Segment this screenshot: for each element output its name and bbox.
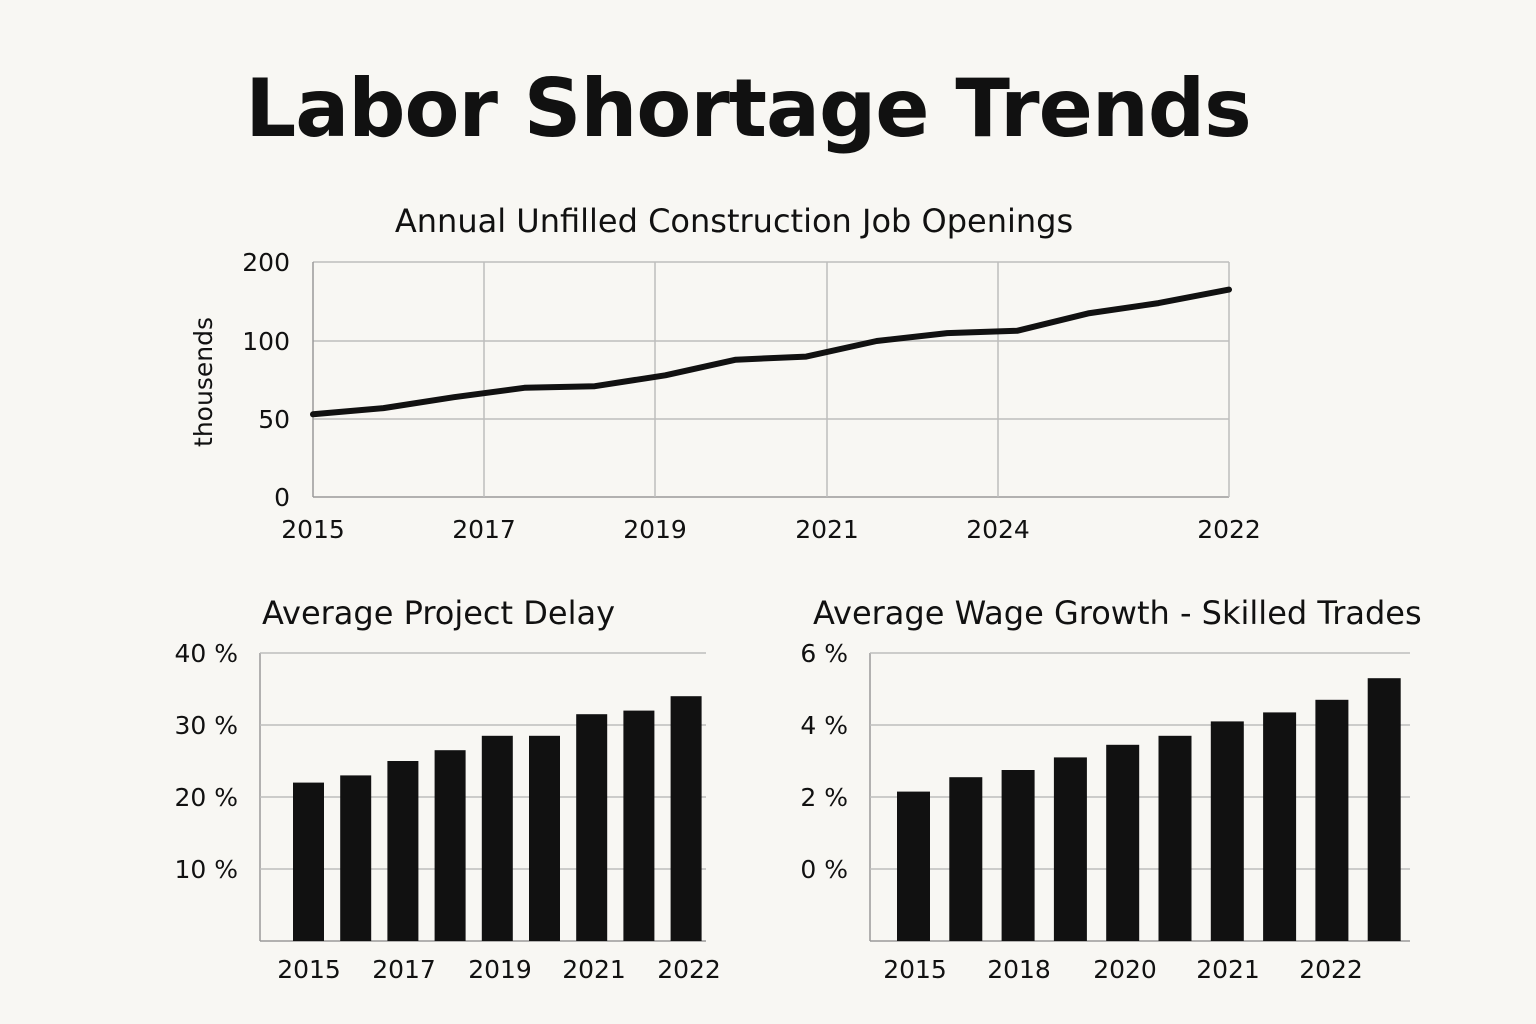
wage-bar (1001, 770, 1035, 941)
line-chart-y-tick-label: 100 (242, 327, 290, 356)
wage-bar (1210, 721, 1244, 941)
page-title: Labor Shortage Trends (245, 62, 1251, 155)
delay-bar (670, 696, 702, 941)
delay-y-tick-label: 10 % (174, 855, 238, 884)
wage-y-tick-label: 6 % (800, 639, 848, 668)
line-chart-x-tick-label: 2017 (452, 515, 516, 544)
bar-chart-wage-growth: Average Wage Growth - Skilled Trades 0 %… (800, 594, 1421, 984)
line-chart-series-line (310, 286, 1232, 418)
line-chart-x-tick-label: 2019 (623, 515, 687, 544)
wage-x-tick-label: 2020 (1093, 955, 1157, 984)
wage-x-tick-label: 2015 (883, 955, 947, 984)
line-chart-y-tick-label: 200 (242, 248, 290, 277)
wage-bar (1053, 757, 1087, 941)
delay-y-tick-label: 20 % (174, 783, 238, 812)
wage-bar (897, 791, 930, 941)
wage-y-tick-label: 4 % (800, 711, 848, 740)
delay-bar (481, 735, 513, 941)
line-chart-y-tick-label: 50 (258, 405, 290, 434)
delay-y-tick-label: 30 % (174, 711, 238, 740)
wage-bar (949, 777, 983, 941)
wage-x-tick-label: 2021 (1196, 955, 1260, 984)
line-chart-y-tick-label: 0 (274, 483, 290, 512)
wage-x-tick-label: 2018 (987, 955, 1051, 984)
wage-chart-bars (897, 678, 1401, 941)
delay-x-tick-label: 2015 (277, 955, 341, 984)
line-chart-tick-labels: 0 50 100 200 2015 2017 2019 2021 2024 2022 (242, 248, 1261, 544)
line-chart-title: Annual Unfilled Construction Job Opening… (395, 202, 1073, 240)
line-chart-x-tick-label: 2015 (281, 515, 345, 544)
delay-bar (529, 735, 560, 941)
delay-chart-bars (293, 696, 702, 941)
wage-bar (1158, 735, 1192, 941)
bar-chart-project-delay: Average Project Delay 10 % 20 % 30 % 40 % 20… (174, 594, 720, 984)
line-chart-x-tick-label: 2024 (966, 515, 1030, 544)
wage-chart-tick-labels: 0 % 2 % 4 % 6 % 2015 2018 2020 2021 2022 (800, 639, 1362, 984)
delay-x-tick-label: 2017 (372, 955, 436, 984)
delay-x-tick-label: 2022 (657, 955, 721, 984)
delay-bar (293, 782, 324, 941)
wage-bar (1106, 744, 1140, 941)
delay-chart-tick-labels: 10 % 20 % 30 % 40 % 2015 2017 2019 2021 2022 (174, 639, 720, 984)
delay-bar (340, 775, 372, 941)
wage-y-tick-label: 0 % (800, 855, 848, 884)
line-chart-grid (312, 261, 1230, 498)
wage-bar (1367, 678, 1401, 941)
line-chart-x-tick-label: 2022 (1197, 515, 1261, 544)
delay-bar (434, 750, 466, 941)
line-chart-y-axis-label: thousends (189, 317, 218, 447)
wage-bar (1263, 712, 1297, 941)
delay-bar (576, 714, 608, 941)
delay-bar (387, 761, 419, 941)
delay-chart-title: Average Project Delay (262, 594, 615, 632)
wage-x-tick-label: 2022 (1299, 955, 1363, 984)
delay-x-tick-label: 2021 (562, 955, 626, 984)
delay-x-tick-label: 2019 (468, 955, 532, 984)
line-chart-job-openings: Annual Unfilled Construction Job Opening… (189, 202, 1261, 544)
delay-bar (623, 710, 655, 941)
wage-y-tick-label: 2 % (800, 783, 848, 812)
delay-y-tick-label: 40 % (174, 639, 238, 668)
line-chart-x-tick-label: 2021 (795, 515, 859, 544)
wage-chart-title: Average Wage Growth - Skilled Trades (813, 594, 1422, 632)
wage-bar (1315, 699, 1349, 941)
